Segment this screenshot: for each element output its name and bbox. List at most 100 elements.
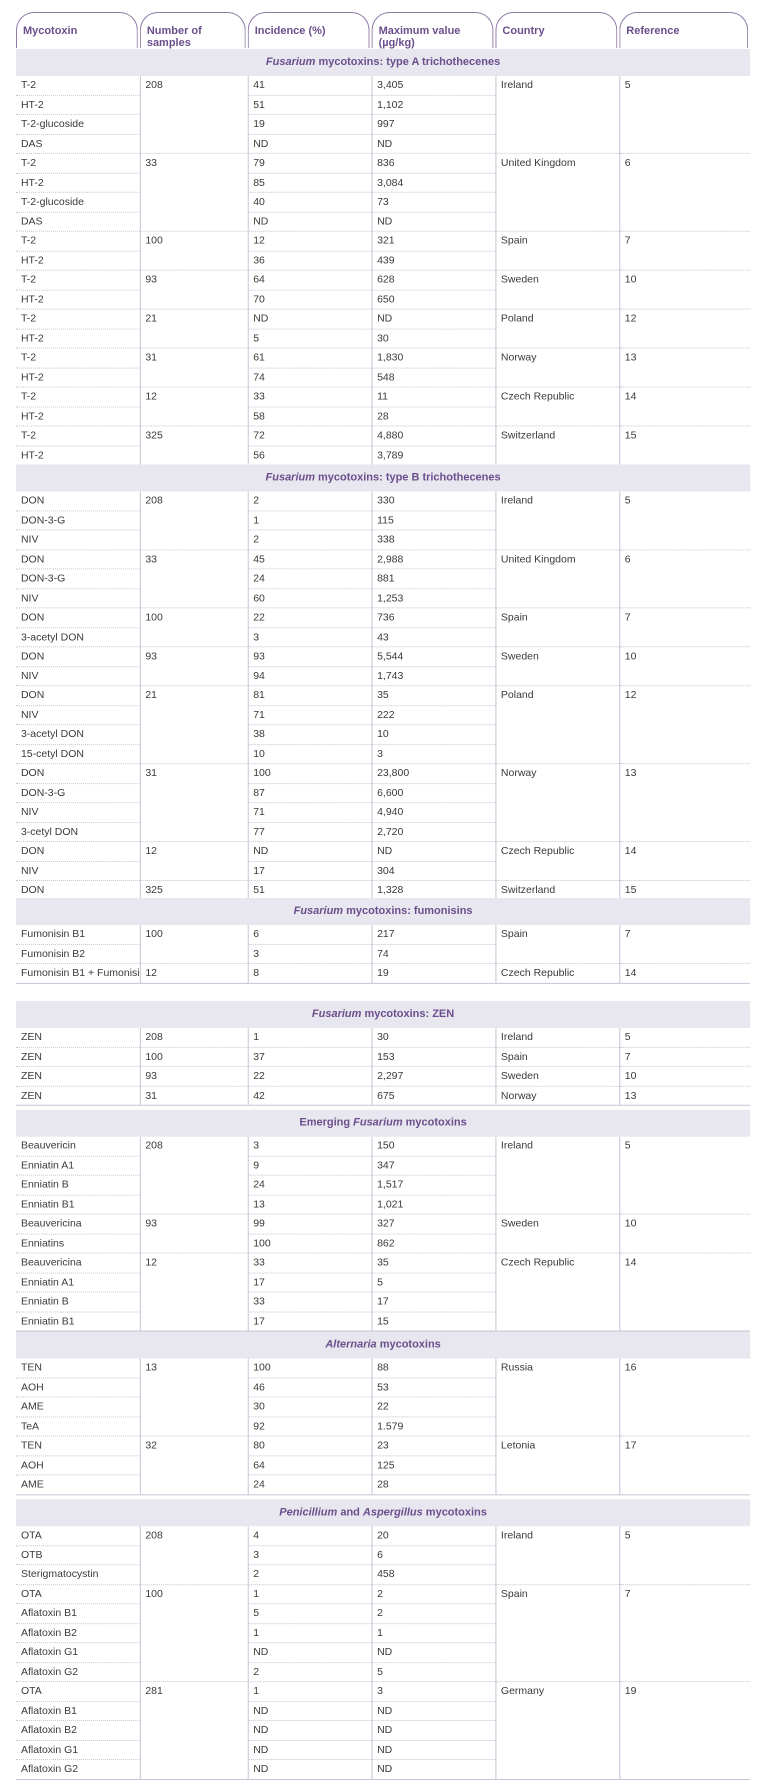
samples-cell [139, 1740, 249, 1760]
incidence-cell: 99 [247, 1214, 373, 1235]
samples-cell: 100 [139, 231, 249, 251]
incidence-cell: 2 [247, 529, 373, 550]
samples-cell [139, 1233, 249, 1254]
table-row: Beauvericina 93 99 327 Sweden 10 [15, 1214, 750, 1235]
max-value-cell: 4,940 [371, 802, 496, 823]
table-row: DON 21 81 35 Poland 12 [15, 685, 750, 706]
table-row: T-2-glucoside 19 997 [15, 114, 750, 135]
mycotoxin-cell: T-2 [15, 231, 141, 252]
incidence-cell: 2 [247, 1662, 373, 1683]
incidence-cell: 71 [247, 802, 373, 823]
country-cell [495, 1311, 620, 1331]
country-cell [495, 588, 620, 609]
samples-cell [139, 1474, 249, 1494]
incidence-cell: 1 [247, 1623, 373, 1644]
samples-cell [139, 1545, 249, 1565]
section-title: Fusarium mycotoxins: fumonisins [15, 897, 751, 925]
max-value-cell: 1,253 [371, 588, 496, 609]
max-value-cell: 15 [371, 1311, 496, 1331]
mycotoxin-cell: ZEN [15, 1066, 141, 1087]
samples-cell [139, 783, 249, 803]
mycotoxin-cell: Beauvericin [15, 1136, 141, 1157]
samples-cell [139, 744, 249, 765]
max-value-cell: 1,102 [371, 94, 496, 115]
mycotoxin-cell: DON [15, 685, 141, 706]
samples-cell: 21 [139, 685, 249, 706]
incidence-cell: ND [247, 309, 373, 330]
table-row: T-2 100 12 321 Spain 7 [15, 231, 750, 252]
max-value-cell: 3,789 [371, 445, 496, 466]
reference-cell [619, 406, 751, 427]
country-cell: Czech Republic [495, 841, 620, 862]
mycotoxin-cell: DON-3-G [15, 783, 141, 804]
country-cell: Ireland [495, 1027, 620, 1048]
mycotoxin-cell: DON-3-G [15, 510, 141, 531]
incidence-cell: 41 [247, 75, 373, 96]
incidence-cell: 9 [247, 1155, 373, 1176]
incidence-cell: 5 [247, 1603, 373, 1624]
table-row: NIV 17 304 [15, 861, 751, 881]
incidence-cell: 70 [247, 289, 373, 310]
samples-cell [139, 133, 249, 154]
reference-cell [619, 1194, 751, 1215]
mycotoxin-cell: DON [15, 607, 141, 628]
mycotoxin-cell: Fumonisin B2 [15, 943, 141, 964]
country-cell: Czech Republic [495, 1253, 620, 1273]
table-row: Aflatoxin G2 ND ND [15, 1759, 750, 1779]
table-row: 15-cetyl DON 10 3 [15, 744, 751, 765]
reference-cell [619, 510, 750, 529]
samples-cell [139, 861, 249, 881]
incidence-cell: 94 [247, 666, 373, 687]
incidence-cell: 60 [247, 588, 373, 609]
reference-cell [619, 627, 751, 648]
country-cell [495, 289, 620, 310]
reference-cell [619, 192, 750, 211]
reference-cell [619, 1312, 750, 1331]
country-cell: Czech Republic [495, 963, 620, 983]
section-title-part: mycotoxins: type A trichothecenes [315, 55, 501, 68]
max-value-cell: 881 [371, 568, 496, 589]
mycotoxin-cell: Fumonisin B1 [15, 924, 141, 945]
table-row: Aflatoxin B1 ND ND [15, 1701, 750, 1722]
incidence-cell: ND [247, 1759, 373, 1779]
reference-cell [619, 1662, 751, 1683]
max-value-cell: 74 [371, 943, 496, 964]
country-cell: Poland [495, 309, 620, 329]
reference-cell: 10 [619, 1066, 751, 1087]
country-cell [495, 1701, 620, 1721]
samples-cell: 33 [139, 153, 249, 173]
country-cell [495, 1474, 620, 1494]
table-row: T-2 93 64 628 Sweden 10 [15, 270, 750, 291]
incidence-cell: 1 [247, 1027, 373, 1048]
mycotoxin-cell: NIV [15, 666, 141, 687]
country-cell: Russia [495, 1358, 620, 1378]
incidence-cell: 1 [247, 1681, 373, 1702]
country-cell [495, 627, 620, 648]
max-value-cell: 736 [371, 607, 496, 628]
country-cell [495, 172, 620, 193]
samples-cell: 100 [139, 1584, 249, 1604]
samples-cell [139, 1272, 249, 1293]
max-value-cell: 675 [371, 1085, 496, 1105]
reference-cell: 13 [624, 767, 637, 780]
column-header: Incidence (%) [247, 11, 370, 48]
reference-cell: 7 [619, 1046, 751, 1067]
reference-cell: 14 [624, 845, 637, 858]
samples-cell [139, 568, 249, 589]
mycotoxin-cell: NIV [15, 802, 141, 823]
samples-cell [139, 1416, 249, 1437]
samples-cell [139, 666, 249, 687]
reference-cell [619, 114, 750, 133]
table-row: DON 325 51 1,328 Switzerland 15 [15, 880, 750, 901]
samples-cell: 100 [139, 1046, 249, 1067]
country-cell: Switzerland [495, 426, 620, 446]
max-value-cell: 347 [371, 1155, 496, 1176]
country-cell [495, 943, 620, 964]
mycotoxin-cell: 3-acetyl DON [15, 627, 141, 648]
max-value-cell: 1,021 [371, 1194, 496, 1215]
reference-cell: 15 [624, 429, 637, 442]
table-row: NIV 60 1,253 [15, 588, 751, 609]
max-value-cell: 650 [371, 289, 496, 310]
country-cell [495, 445, 620, 465]
